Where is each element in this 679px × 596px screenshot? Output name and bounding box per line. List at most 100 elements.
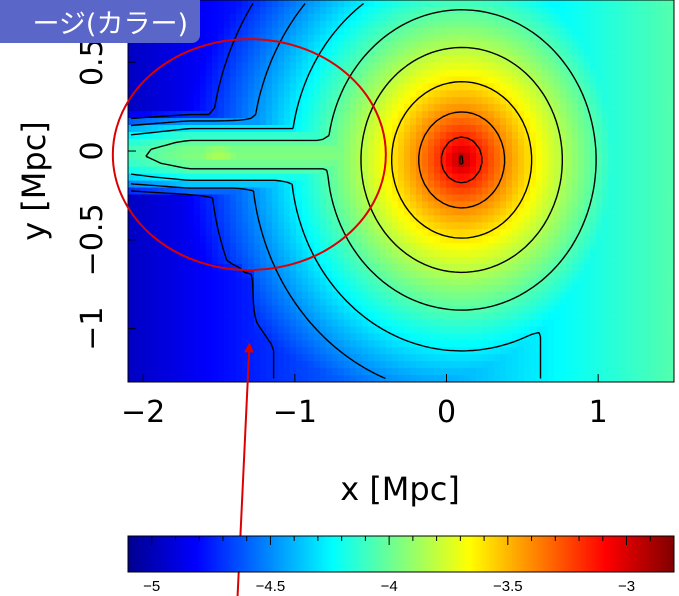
density-cell bbox=[548, 291, 555, 300]
density-cell bbox=[152, 90, 159, 98]
density-cell bbox=[368, 180, 375, 189]
density-cell bbox=[308, 201, 315, 209]
density-cell bbox=[410, 305, 417, 314]
density-cell bbox=[488, 62, 495, 71]
density-cell bbox=[632, 41, 639, 50]
density-cell bbox=[146, 83, 153, 91]
density-cell bbox=[506, 277, 513, 286]
density-cell bbox=[254, 270, 261, 279]
density-cell bbox=[566, 83, 573, 91]
density-cell bbox=[638, 6, 645, 15]
density-cell bbox=[164, 277, 171, 286]
density-cell bbox=[410, 215, 417, 223]
density-cell bbox=[374, 41, 381, 50]
density-cell bbox=[218, 104, 225, 112]
density-cell bbox=[380, 305, 387, 314]
density-cell bbox=[302, 55, 309, 64]
density-cell bbox=[356, 6, 363, 15]
density-cell bbox=[356, 90, 363, 98]
density-cell bbox=[668, 250, 674, 258]
density-cell bbox=[344, 284, 351, 293]
density-cell bbox=[452, 90, 459, 98]
density-cell bbox=[392, 0, 399, 8]
density-cell bbox=[140, 152, 147, 161]
density-cell bbox=[248, 111, 255, 119]
density-cell bbox=[608, 41, 615, 50]
density-cell bbox=[374, 187, 381, 196]
density-cell bbox=[662, 222, 669, 230]
density-cell bbox=[560, 270, 567, 279]
density-cell bbox=[572, 173, 579, 182]
density-cell bbox=[134, 354, 141, 362]
density-cell bbox=[320, 347, 327, 355]
density-cell bbox=[266, 34, 273, 43]
density-cell bbox=[452, 166, 459, 175]
density-cell bbox=[458, 111, 465, 119]
density-cell bbox=[326, 201, 333, 209]
density-cell bbox=[128, 340, 135, 348]
density-cell bbox=[272, 6, 279, 15]
density-cell bbox=[200, 208, 207, 216]
density-cell bbox=[416, 34, 423, 43]
density-cell bbox=[494, 215, 501, 223]
density-cell bbox=[560, 76, 567, 84]
density-cell bbox=[314, 180, 321, 189]
density-cell bbox=[446, 215, 453, 223]
density-cell bbox=[158, 368, 165, 376]
density-cell bbox=[146, 125, 153, 133]
density-cell bbox=[206, 361, 213, 369]
density-cell bbox=[488, 131, 495, 140]
density-cell bbox=[554, 215, 561, 223]
density-cell bbox=[632, 111, 639, 119]
density-cell bbox=[218, 6, 225, 15]
density-cell bbox=[326, 187, 333, 196]
density-cell bbox=[428, 354, 435, 362]
density-cell bbox=[368, 27, 375, 36]
density-cell bbox=[272, 326, 279, 334]
density-cell bbox=[494, 131, 501, 140]
density-cell bbox=[374, 340, 381, 348]
density-cell bbox=[578, 291, 585, 300]
density-cell bbox=[464, 340, 471, 348]
density-cell bbox=[428, 375, 435, 382]
density-cell bbox=[176, 298, 183, 307]
density-cell bbox=[470, 284, 477, 293]
density-cell bbox=[482, 250, 489, 258]
density-cell bbox=[524, 229, 531, 237]
density-cell bbox=[410, 41, 417, 50]
density-cell bbox=[452, 83, 459, 91]
density-cell bbox=[176, 229, 183, 237]
density-cell bbox=[236, 201, 243, 209]
density-cell bbox=[236, 208, 243, 216]
density-cell bbox=[380, 236, 387, 244]
density-cell bbox=[188, 159, 195, 168]
density-cell bbox=[608, 111, 615, 119]
density-cell bbox=[242, 97, 249, 105]
density-cell bbox=[158, 340, 165, 348]
density-cell bbox=[584, 291, 591, 300]
density-cell bbox=[650, 291, 657, 300]
density-cell bbox=[284, 69, 291, 77]
density-cell bbox=[398, 229, 405, 237]
density-cell bbox=[554, 34, 561, 43]
density-cell bbox=[428, 62, 435, 71]
density-cell bbox=[530, 125, 537, 133]
density-cell bbox=[206, 180, 213, 189]
density-cell bbox=[134, 62, 141, 71]
density-cell bbox=[296, 326, 303, 334]
density-cell bbox=[308, 34, 315, 43]
density-cell bbox=[158, 83, 165, 91]
density-cell bbox=[494, 138, 501, 147]
density-cell bbox=[356, 104, 363, 112]
density-cell bbox=[278, 83, 285, 91]
density-cell bbox=[242, 187, 249, 196]
density-cell bbox=[380, 347, 387, 355]
density-cell bbox=[578, 375, 585, 382]
density-cell bbox=[200, 166, 207, 175]
density-cell bbox=[308, 305, 315, 314]
density-cell bbox=[578, 354, 585, 362]
density-cell bbox=[644, 111, 651, 119]
density-cell bbox=[644, 69, 651, 77]
density-cell bbox=[164, 298, 171, 307]
density-cell bbox=[200, 201, 207, 209]
